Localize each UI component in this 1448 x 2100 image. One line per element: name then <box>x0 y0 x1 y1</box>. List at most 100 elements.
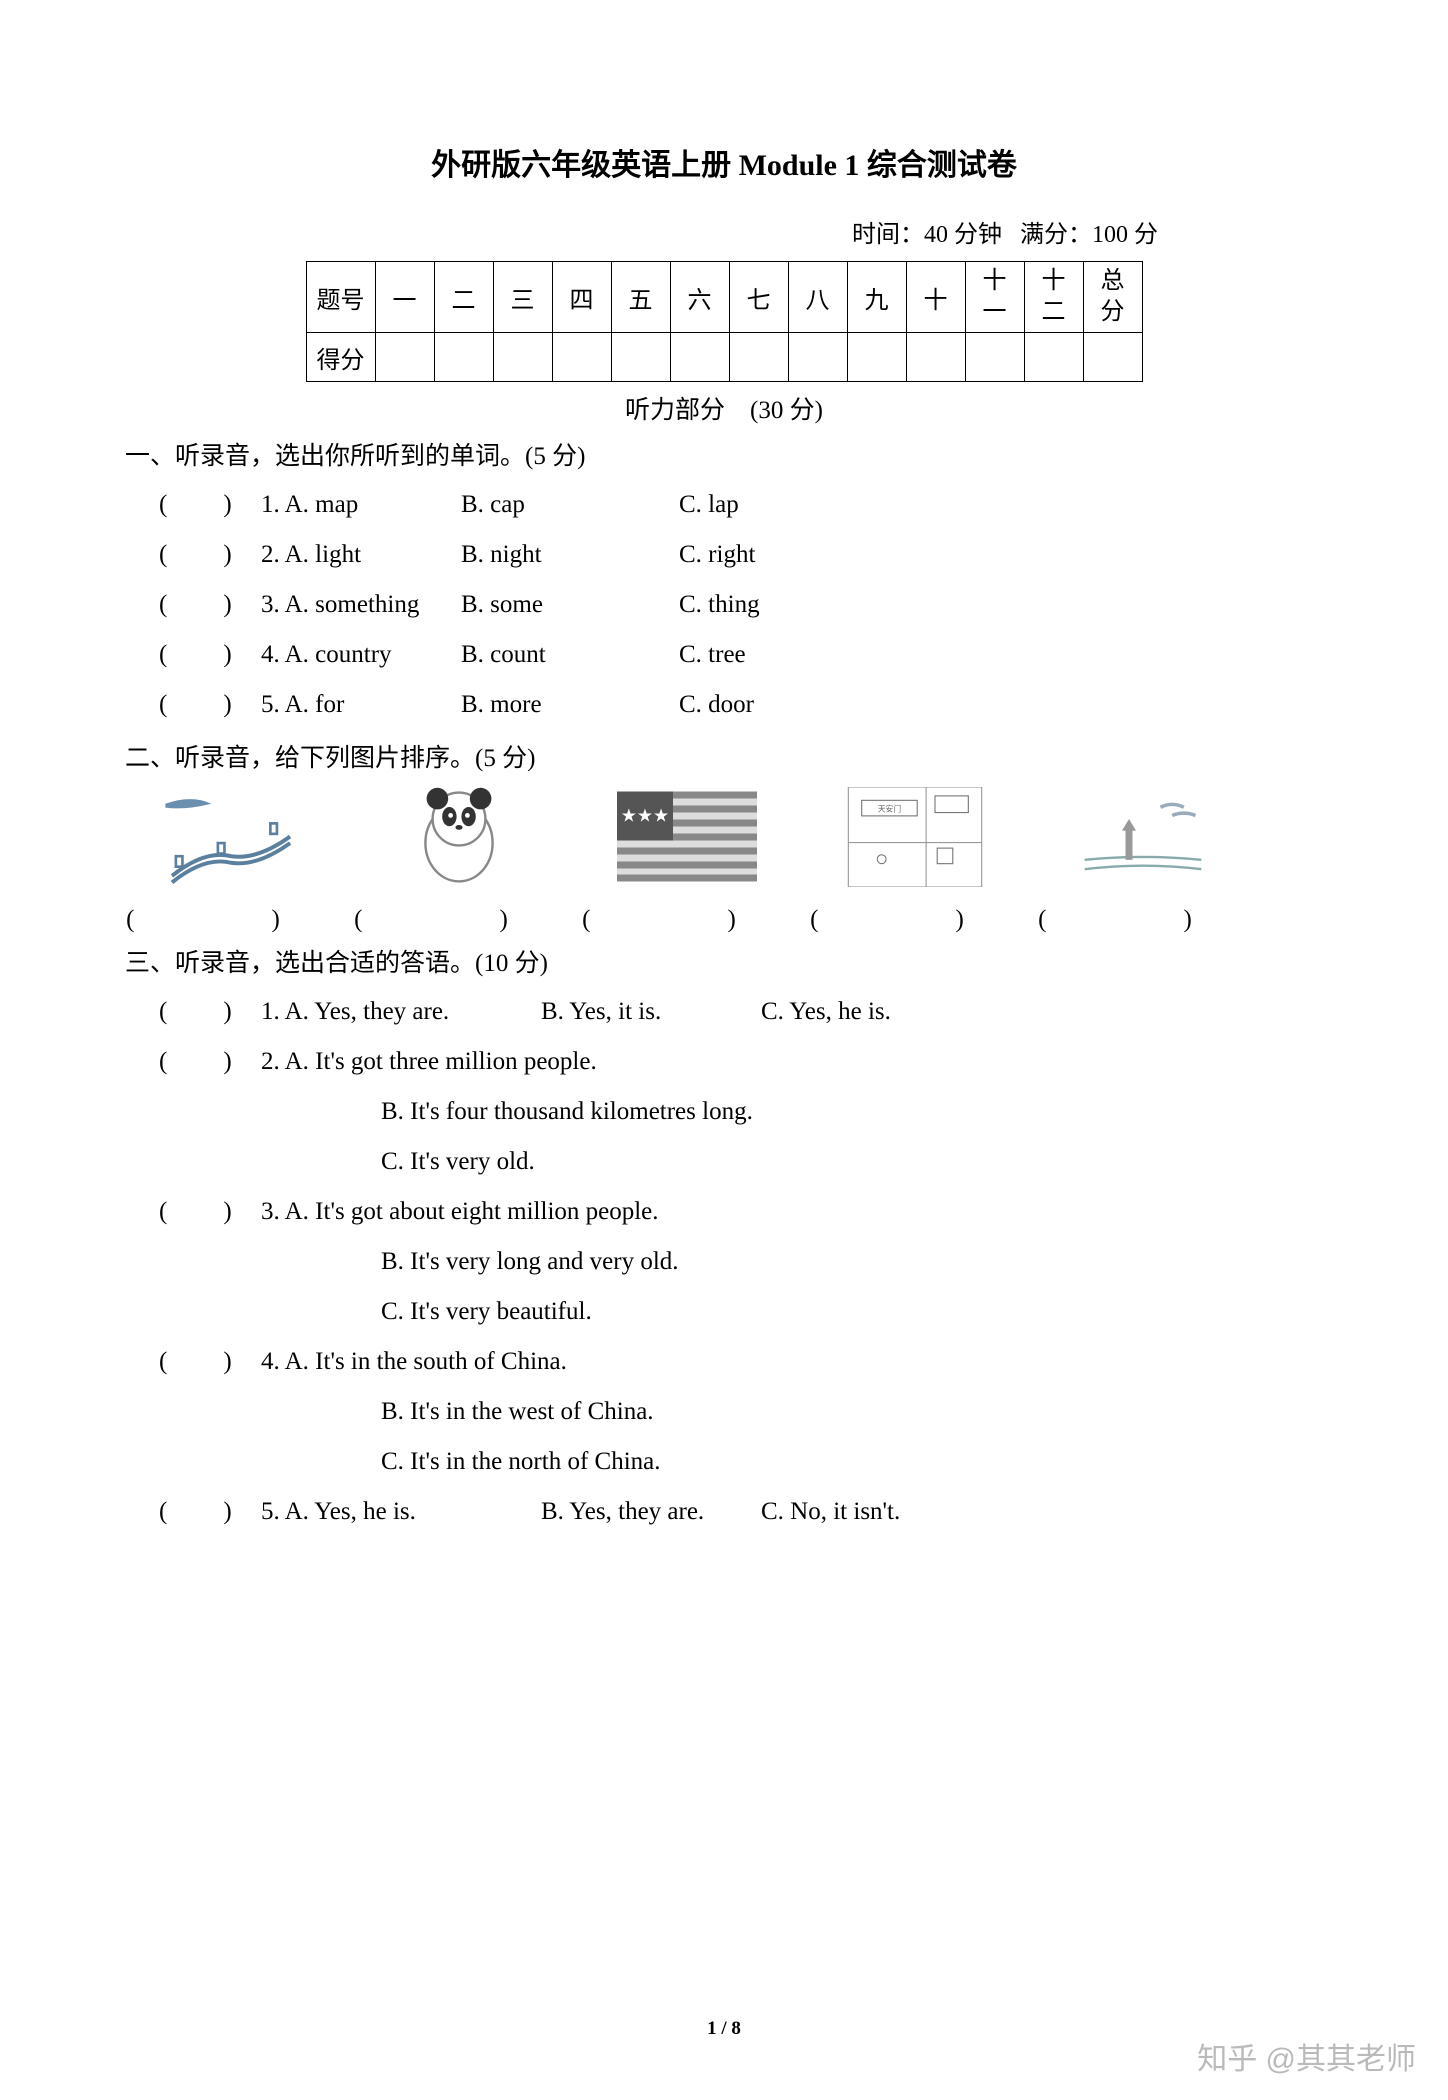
option-b: B. It's four thousand kilometres long. <box>381 1087 1323 1137</box>
col-label: 题号 <box>306 262 375 333</box>
exam-info: 时间：40 分钟 满分：100 分 <box>125 214 1323 249</box>
option-a: 1. A. map <box>261 480 461 530</box>
option-a: 5. A. for <box>261 680 461 730</box>
question-row: ()1. A. Yes, they are.B. Yes, it is.C. Y… <box>159 987 1323 1037</box>
option-c: C. It's very beautiful. <box>381 1287 1323 1337</box>
question-row: ()5. A. forB. moreC. door <box>159 680 1323 730</box>
image-sort-row: ( ) ( ) <box>141 784 1323 935</box>
score-table: 题号 一 二 三 四 五 六 七 八 九 十 十一 十二 总分 得分 <box>306 261 1143 382</box>
table-score-row: 得分 <box>306 333 1142 382</box>
answer-blank[interactable]: () <box>159 480 261 530</box>
score-cell[interactable] <box>552 333 611 382</box>
us-flag-icon: ★★★ <box>617 784 757 889</box>
answer-blank[interactable]: () <box>159 680 261 730</box>
option-a: 4. A. It's in the south of China. <box>261 1337 567 1387</box>
answer-blank[interactable]: () <box>159 530 261 580</box>
option-a: 3. A. It's got about eight million peopl… <box>261 1187 659 1237</box>
section-3-title: 三、听录音，选出合适的答语。(10 分) <box>125 943 1323 979</box>
option-b: B. Yes, it is. <box>541 987 761 1037</box>
option-b: B. night <box>461 530 679 580</box>
answer-blank[interactable]: ( ) <box>810 899 1020 935</box>
listening-header: 听力部分 (30 分) <box>125 390 1323 426</box>
score-cell[interactable] <box>375 333 434 382</box>
section-1-title: 一、听录音，选出你所听到的单词。(5 分) <box>125 436 1323 472</box>
option-b: B. more <box>461 680 679 730</box>
option-b: B. count <box>461 630 679 680</box>
col-8: 八 <box>788 262 847 333</box>
question-row: ()2. A. It's got three million people. <box>159 1037 1323 1087</box>
table-header-row: 题号 一 二 三 四 五 六 七 八 九 十 十一 十二 总分 <box>306 262 1142 333</box>
lake-scenery-icon <box>1073 784 1213 889</box>
question-row: ()3. A. It's got about eight million peo… <box>159 1187 1323 1237</box>
answer-blank[interactable]: ( ) <box>582 899 792 935</box>
score-cell[interactable] <box>434 333 493 382</box>
col-1: 一 <box>375 262 434 333</box>
svg-text:★★★: ★★★ <box>621 806 669 826</box>
answer-blank[interactable]: ( ) <box>1038 899 1248 935</box>
option-c: C. lap <box>679 480 1323 530</box>
answer-blank[interactable]: ( ) <box>126 899 336 935</box>
option-b: B. some <box>461 580 679 630</box>
answer-blank[interactable]: () <box>159 630 261 680</box>
option-c: C. No, it isn't. <box>761 1487 1323 1537</box>
answer-blank[interactable]: () <box>159 1487 261 1537</box>
col-5: 五 <box>611 262 670 333</box>
option-b: B. Yes, they are. <box>541 1487 761 1537</box>
option-c: C. right <box>679 530 1323 580</box>
score-cell[interactable] <box>847 333 906 382</box>
answer-blank[interactable]: () <box>159 1187 261 1237</box>
col-9: 九 <box>847 262 906 333</box>
option-c: C. thing <box>679 580 1323 630</box>
great-wall-icon <box>161 784 301 889</box>
answer-blank[interactable]: () <box>159 987 261 1037</box>
answer-blank[interactable]: ( ) <box>354 899 564 935</box>
col-total: 总分 <box>1083 262 1142 333</box>
option-c: C. It's very old. <box>381 1137 1323 1187</box>
col-11: 十一 <box>965 262 1024 333</box>
col-12: 十二 <box>1024 262 1083 333</box>
full-score-label: 满分：100 分 <box>1020 222 1158 248</box>
score-cell[interactable] <box>670 333 729 382</box>
page-title: 外研版六年级英语上册 Module 1 综合测试卷 <box>125 140 1323 184</box>
score-cell[interactable] <box>729 333 788 382</box>
svg-text:天安门: 天安门 <box>878 803 902 813</box>
question-row: ()3. A. somethingB. someC. thing <box>159 580 1323 630</box>
option-a: 2. A. It's got three million people. <box>261 1037 597 1087</box>
option-c: C. door <box>679 680 1323 730</box>
col-6: 六 <box>670 262 729 333</box>
option-b: B. It's very long and very old. <box>381 1237 1323 1287</box>
score-cell[interactable] <box>906 333 965 382</box>
option-c: C. Yes, he is. <box>761 987 1323 1037</box>
score-cell[interactable] <box>1083 333 1142 382</box>
score-cell[interactable] <box>611 333 670 382</box>
score-cell[interactable] <box>965 333 1024 382</box>
answer-blank[interactable]: () <box>159 580 261 630</box>
score-label: 得分 <box>306 333 375 382</box>
answer-blank[interactable]: () <box>159 1037 261 1087</box>
option-c: C. tree <box>679 630 1323 680</box>
option-c: C. It's in the north of China. <box>381 1437 1323 1487</box>
col-3: 三 <box>493 262 552 333</box>
score-cell[interactable] <box>493 333 552 382</box>
question-row: ()4. A. It's in the south of China. <box>159 1337 1323 1387</box>
option-a: 1. A. Yes, they are. <box>261 987 541 1037</box>
col-2: 二 <box>434 262 493 333</box>
question-row: ()2. A. lightB. nightC. right <box>159 530 1323 580</box>
option-a: 4. A. country <box>261 630 461 680</box>
option-b: B. It's in the west of China. <box>381 1387 1323 1437</box>
answer-blank[interactable]: () <box>159 1337 261 1387</box>
watermark: 知乎 @其其老师 <box>1197 2034 1416 2078</box>
question-row: ()5. A. Yes, he is.B. Yes, they are.C. N… <box>159 1487 1323 1537</box>
score-cell[interactable] <box>788 333 847 382</box>
option-b: B. cap <box>461 480 679 530</box>
map-diagram-icon: 天安门 <box>845 784 985 889</box>
option-a: 5. A. Yes, he is. <box>261 1487 541 1537</box>
question-row: ()4. A. countryB. countC. tree <box>159 630 1323 680</box>
section-2-title: 二、听录音，给下列图片排序。(5 分) <box>125 738 1323 774</box>
col-4: 四 <box>552 262 611 333</box>
score-cell[interactable] <box>1024 333 1083 382</box>
panda-mascot-icon <box>389 784 529 889</box>
col-7: 七 <box>729 262 788 333</box>
option-a: 2. A. light <box>261 530 461 580</box>
question-row: ()1. A. mapB. capC. lap <box>159 480 1323 530</box>
